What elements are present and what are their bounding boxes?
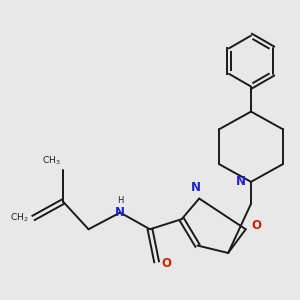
Text: N: N [191, 181, 201, 194]
Text: O: O [162, 257, 172, 270]
Text: N: N [236, 175, 246, 188]
Text: CH$_3$: CH$_3$ [42, 155, 61, 167]
Text: H: H [117, 196, 123, 205]
Text: CH$_2$: CH$_2$ [10, 212, 28, 224]
Text: O: O [251, 219, 261, 232]
Text: N: N [115, 206, 125, 219]
